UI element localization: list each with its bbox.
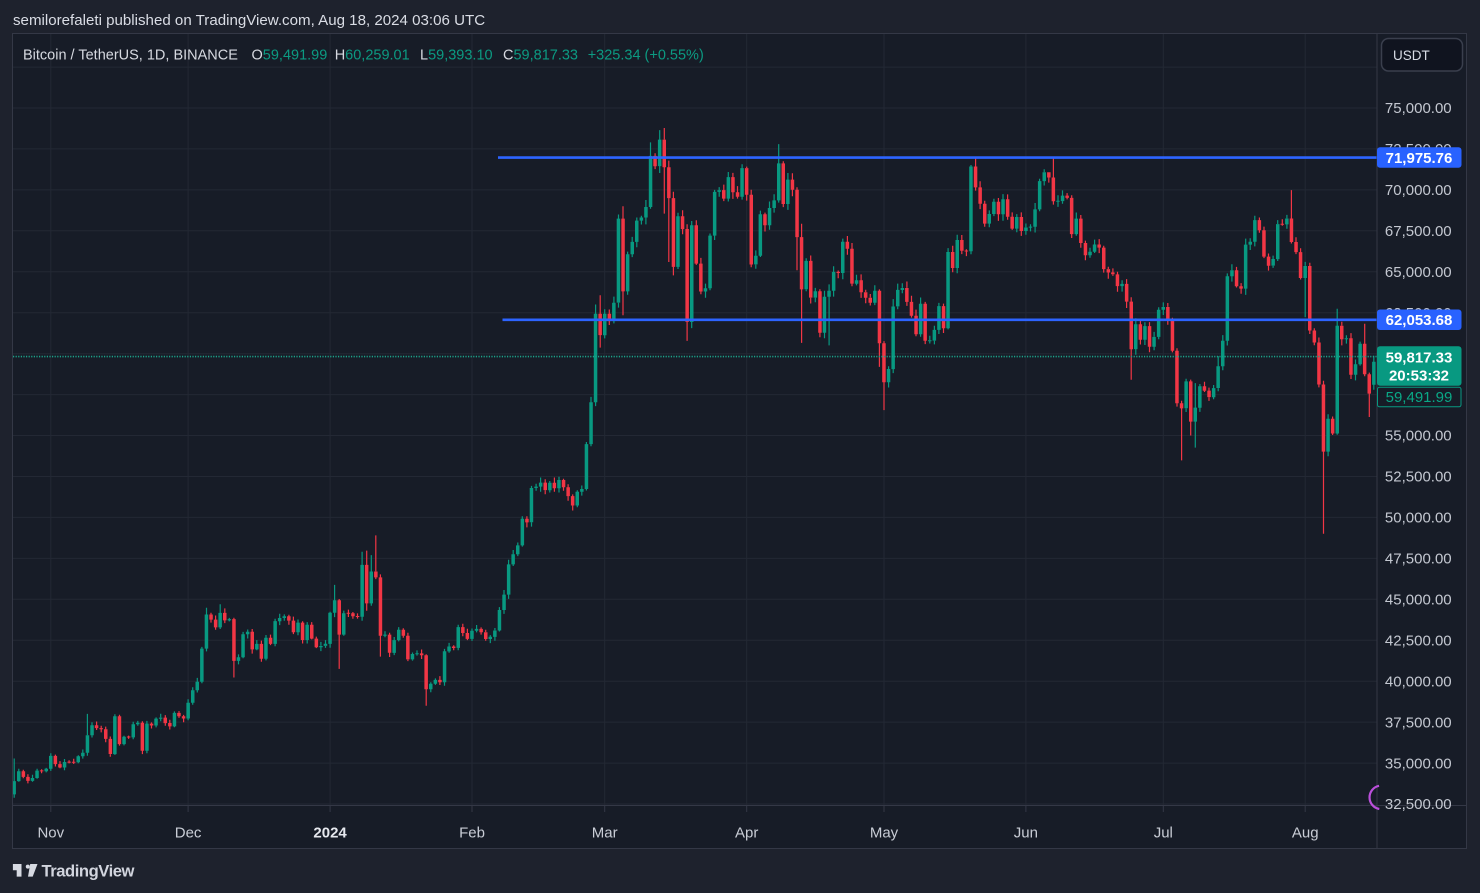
svg-text:67,500.00: 67,500.00 — [1385, 223, 1452, 240]
svg-text:20:53:32: 20:53:32 — [1389, 368, 1449, 385]
svg-text:H60,259.01: H60,259.01 — [335, 48, 410, 64]
svg-text:USDT: USDT — [1393, 48, 1430, 63]
svg-text:Bitcoin / TetherUS, 1D, BINANC: Bitcoin / TetherUS, 1D, BINANCE — [23, 48, 238, 64]
svg-text:42,500.00: 42,500.00 — [1385, 633, 1452, 650]
svg-text:2024: 2024 — [313, 825, 347, 842]
svg-text:Dec: Dec — [175, 825, 202, 842]
svg-text:semilorefaleti published on Tr: semilorefaleti published on TradingView.… — [13, 12, 485, 29]
svg-text:62,053.68: 62,053.68 — [1386, 312, 1453, 329]
svg-text:59,817.33: 59,817.33 — [1386, 349, 1453, 366]
svg-text:75,000.00: 75,000.00 — [1385, 100, 1452, 117]
svg-text:TradingView: TradingView — [42, 862, 135, 881]
svg-text:59,491.99: 59,491.99 — [1386, 389, 1453, 406]
svg-text:Jun: Jun — [1014, 825, 1038, 842]
svg-text:Mar: Mar — [592, 825, 618, 842]
svg-text:C59,817.33: C59,817.33 — [503, 48, 578, 64]
svg-text:35,000.00: 35,000.00 — [1385, 755, 1452, 772]
svg-text:Nov: Nov — [37, 825, 64, 842]
svg-text:May: May — [870, 825, 899, 842]
svg-text:55,000.00: 55,000.00 — [1385, 428, 1452, 445]
svg-text:52,500.00: 52,500.00 — [1385, 469, 1452, 486]
svg-text:50,000.00: 50,000.00 — [1385, 510, 1452, 527]
svg-text:Aug: Aug — [1292, 825, 1319, 842]
svg-text:Apr: Apr — [735, 825, 758, 842]
svg-text:45,000.00: 45,000.00 — [1385, 592, 1452, 609]
svg-text:40,000.00: 40,000.00 — [1385, 673, 1452, 690]
svg-text:65,000.00: 65,000.00 — [1385, 264, 1452, 281]
svg-text:32,500.00: 32,500.00 — [1385, 796, 1452, 813]
svg-text:L59,393.10: L59,393.10 — [420, 48, 493, 64]
svg-text:+325.34 (+0.55%): +325.34 (+0.55%) — [588, 48, 704, 64]
svg-text:47,500.00: 47,500.00 — [1385, 551, 1452, 568]
svg-text:71,975.76: 71,975.76 — [1386, 150, 1453, 167]
svg-text:Jul: Jul — [1154, 825, 1173, 842]
svg-text:Feb: Feb — [459, 825, 485, 842]
svg-text:O59,491.99: O59,491.99 — [252, 48, 328, 64]
svg-text:70,000.00: 70,000.00 — [1385, 182, 1452, 199]
svg-text:37,500.00: 37,500.00 — [1385, 714, 1452, 731]
